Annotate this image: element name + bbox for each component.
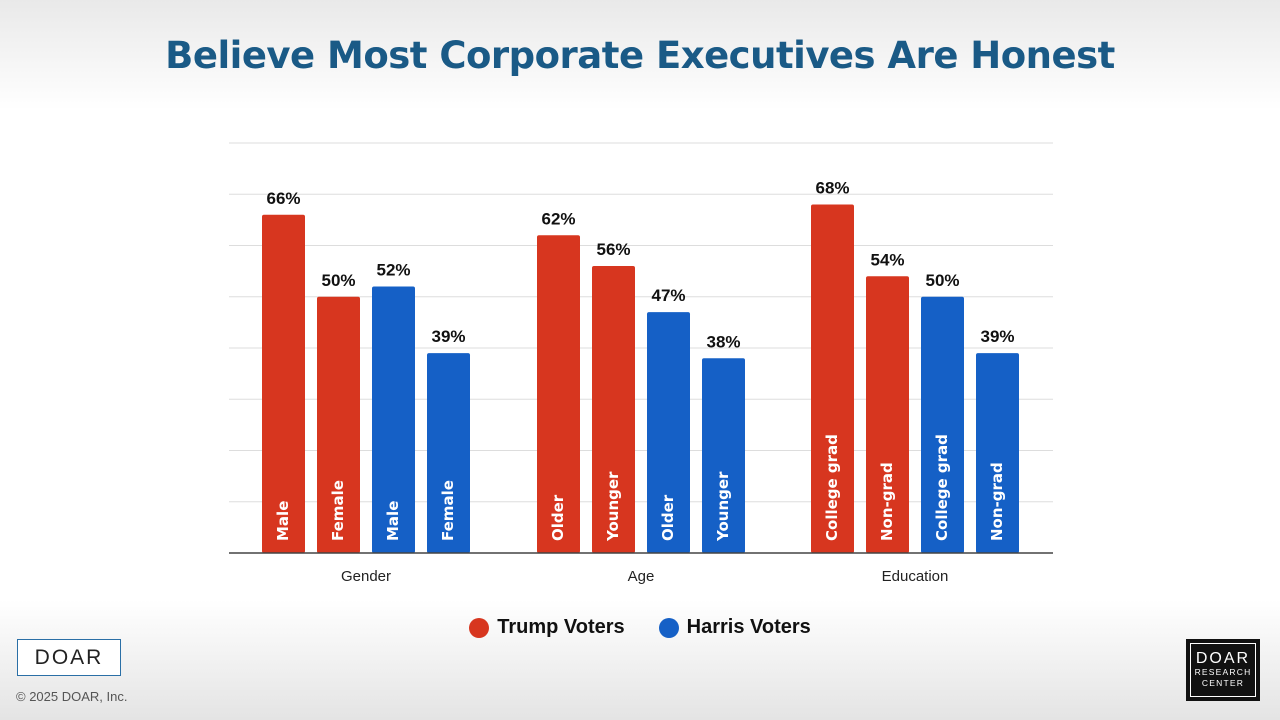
data-label: 68% bbox=[815, 179, 849, 198]
data-label: 39% bbox=[431, 327, 465, 346]
logo-line-3: CENTER bbox=[1201, 678, 1245, 688]
bar-label: Non-grad bbox=[988, 462, 1006, 541]
data-label: 50% bbox=[321, 271, 355, 290]
data-label: 62% bbox=[541, 209, 575, 228]
data-label: 38% bbox=[706, 332, 740, 351]
bar-label: Female bbox=[329, 480, 347, 541]
category-label: Gender bbox=[341, 568, 391, 585]
bar bbox=[811, 204, 854, 553]
bar bbox=[921, 296, 964, 553]
bar-label: Older bbox=[659, 494, 677, 541]
legend-swatch-harris bbox=[658, 617, 679, 638]
doar-research-center-logo: DOAR RESEARCH CENTER bbox=[1186, 639, 1260, 701]
bar bbox=[702, 358, 745, 553]
bar-label: Male bbox=[384, 501, 402, 541]
legend: Trump Voters Harris Voters bbox=[0, 616, 1280, 639]
bar bbox=[866, 276, 909, 553]
data-label: 39% bbox=[980, 327, 1014, 346]
data-label: 47% bbox=[651, 286, 685, 305]
bar-label: Younger bbox=[714, 471, 732, 542]
chart-title: Believe Most Corporate Executives Are Ho… bbox=[165, 34, 1115, 77]
data-label: 52% bbox=[376, 261, 410, 280]
bar-label: Male bbox=[274, 501, 292, 541]
bar-chart: 66% Male 50% Female 52% Male 39% Female Gender 62… bbox=[229, 142, 1053, 585]
logo-line-2: RESEARCH bbox=[1194, 667, 1252, 677]
data-label: 50% bbox=[925, 271, 959, 290]
bar-label: Older bbox=[549, 494, 567, 541]
legend-item-harris: Harris Voters bbox=[658, 616, 811, 639]
bar-label: Female bbox=[439, 480, 457, 541]
logo-line-1: DOAR bbox=[1195, 650, 1251, 667]
bar bbox=[976, 353, 1019, 553]
legend-label-harris: Harris Voters bbox=[686, 616, 811, 638]
data-label: 54% bbox=[870, 250, 904, 269]
bar-label: Younger bbox=[604, 471, 622, 542]
copyright-text: © 2025 DOAR, Inc. bbox=[16, 689, 128, 704]
bar-label: Non-grad bbox=[878, 462, 896, 541]
legend-label-trump: Trump Voters bbox=[497, 616, 625, 638]
bar bbox=[427, 353, 470, 553]
bar-label: College grad bbox=[933, 434, 951, 541]
bar bbox=[537, 235, 580, 553]
category-label: Education bbox=[882, 568, 949, 585]
data-label: 56% bbox=[596, 240, 630, 259]
data-label: 66% bbox=[266, 189, 300, 208]
bar bbox=[317, 296, 360, 553]
bar bbox=[262, 214, 305, 553]
bar bbox=[592, 266, 635, 553]
bar-label: College grad bbox=[823, 434, 841, 541]
category-label: Age bbox=[628, 568, 655, 585]
bar bbox=[372, 286, 415, 553]
legend-item-trump: Trump Voters bbox=[469, 616, 625, 639]
doar-logo: DOAR bbox=[17, 639, 121, 676]
doar-logo-text: DOAR bbox=[34, 645, 104, 669]
legend-swatch-trump bbox=[469, 617, 490, 638]
bar bbox=[647, 312, 690, 553]
